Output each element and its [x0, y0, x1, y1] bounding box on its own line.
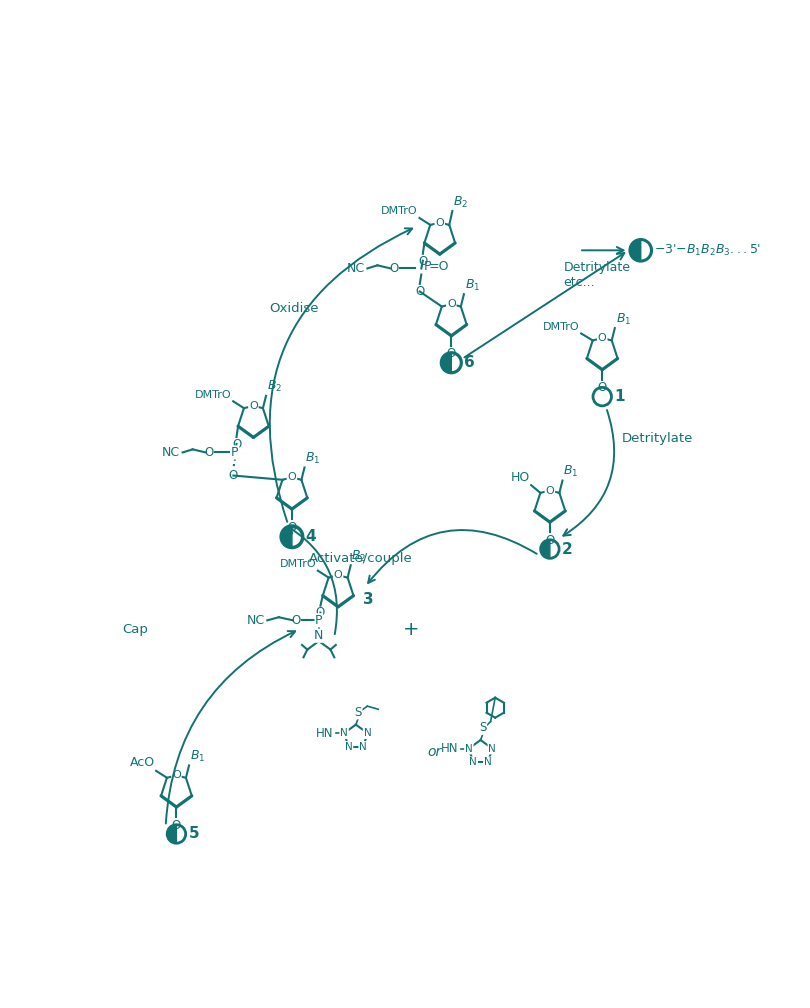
Text: N: N	[340, 728, 348, 738]
Text: DMTrO: DMTrO	[543, 322, 580, 332]
Text: =O: =O	[429, 260, 450, 273]
Text: $B_2$: $B_2$	[453, 195, 468, 210]
Text: DMTrO: DMTrO	[382, 207, 418, 217]
Text: $B_2$: $B_2$	[266, 379, 282, 394]
Wedge shape	[167, 825, 177, 844]
Text: N: N	[314, 629, 323, 642]
Text: 3: 3	[363, 593, 373, 608]
Text: O: O	[172, 770, 181, 780]
Text: O: O	[288, 473, 296, 483]
Text: $B_1$: $B_1$	[616, 311, 631, 327]
Text: N: N	[488, 744, 497, 754]
Text: NC: NC	[162, 446, 181, 459]
Text: O: O	[334, 571, 343, 581]
Text: O: O	[288, 520, 296, 533]
Text: +: +	[403, 620, 420, 639]
Text: $B_2$: $B_2$	[352, 548, 367, 563]
Text: Cap: Cap	[122, 623, 148, 636]
Text: N: N	[359, 742, 367, 752]
Text: $B_1$: $B_1$	[563, 464, 578, 479]
Text: N: N	[465, 744, 473, 754]
Text: O: O	[232, 437, 241, 451]
Text: $B_1$: $B_1$	[190, 749, 205, 764]
Text: 1: 1	[615, 389, 625, 404]
Text: O: O	[598, 381, 607, 394]
Text: O: O	[598, 333, 607, 343]
Text: 4: 4	[306, 529, 317, 544]
Text: N: N	[345, 742, 352, 752]
Text: HN: HN	[441, 742, 458, 755]
Text: or: or	[427, 745, 441, 759]
Text: Oxidise: Oxidise	[270, 301, 319, 314]
Text: $B_1$: $B_1$	[465, 277, 480, 292]
Text: Detritylate
etc...: Detritylate etc...	[564, 261, 631, 289]
Text: Detritylate: Detritylate	[622, 432, 693, 446]
Text: O: O	[172, 818, 181, 832]
Text: O: O	[545, 486, 554, 496]
Text: P: P	[231, 446, 239, 459]
Text: O: O	[389, 262, 399, 275]
Text: $-$3'$-B_1B_2B_3...$5': $-$3'$-B_1B_2B_3...$5'	[654, 243, 761, 258]
Text: N: N	[484, 757, 492, 767]
Text: Activate/couple: Activate/couple	[309, 551, 413, 564]
Text: S: S	[355, 706, 362, 719]
Text: O: O	[436, 218, 444, 228]
Text: O: O	[418, 255, 428, 267]
Text: HN: HN	[316, 727, 334, 740]
Text: NC: NC	[347, 262, 365, 275]
Wedge shape	[630, 240, 641, 261]
Text: N: N	[470, 757, 477, 767]
Text: O: O	[447, 299, 456, 309]
Text: 2: 2	[562, 541, 573, 556]
Text: O: O	[545, 533, 555, 546]
Text: HO: HO	[510, 471, 530, 484]
Wedge shape	[281, 526, 292, 547]
Wedge shape	[441, 353, 451, 373]
Text: P: P	[315, 614, 322, 627]
Text: $B_1$: $B_1$	[305, 451, 321, 466]
Text: P: P	[424, 260, 431, 273]
Wedge shape	[540, 540, 550, 558]
Text: DMTrO: DMTrO	[195, 390, 232, 400]
Text: O: O	[416, 284, 424, 297]
Text: O: O	[316, 607, 325, 620]
Text: O: O	[446, 348, 456, 360]
Text: DMTrO: DMTrO	[279, 559, 316, 570]
Text: AcO: AcO	[130, 756, 155, 769]
Text: NC: NC	[247, 614, 265, 627]
Text: O: O	[291, 614, 301, 627]
Text: 6: 6	[464, 355, 475, 370]
Text: 5: 5	[189, 827, 199, 842]
Text: S: S	[480, 721, 487, 734]
Text: N: N	[364, 728, 372, 738]
Text: O: O	[228, 469, 238, 482]
Text: O: O	[204, 446, 213, 459]
Text: O: O	[249, 401, 258, 411]
